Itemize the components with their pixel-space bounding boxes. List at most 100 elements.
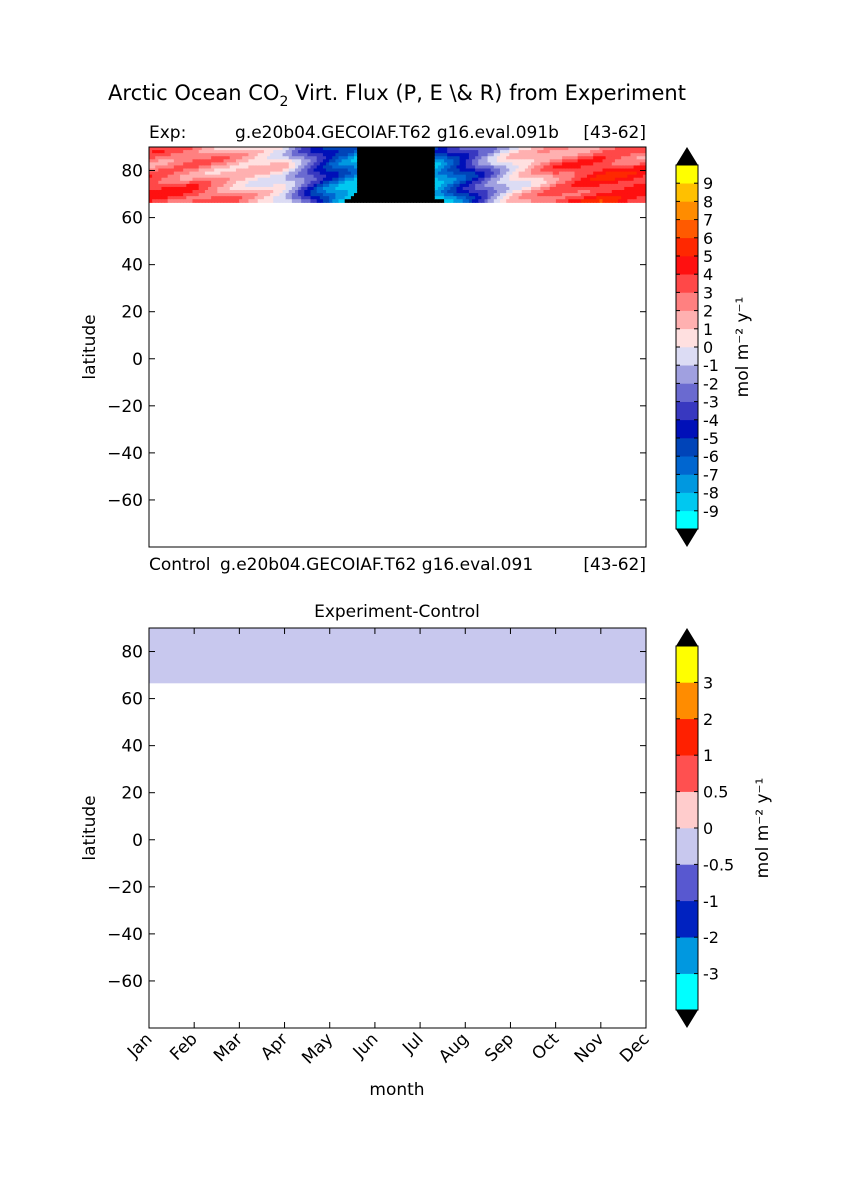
contour-cell: [633, 147, 638, 151]
contour-cell: [397, 199, 402, 203]
contour-cell: [596, 156, 601, 160]
contour-cell: [434, 147, 439, 151]
contour-cell: [618, 196, 622, 200]
contour-cell: [428, 199, 433, 203]
contour-cell: [366, 193, 371, 197]
contour-cell: [583, 150, 588, 154]
contour-cell: [267, 165, 271, 170]
contour-cell: [577, 162, 582, 167]
contour-cell: [307, 165, 312, 170]
contour-cell: [602, 183, 607, 188]
contour-cell: [201, 165, 206, 170]
contour-cell: [335, 153, 340, 157]
contour-cell: [161, 150, 166, 154]
contour-cell: [642, 165, 646, 170]
contour-cell: [344, 150, 349, 154]
top-colorbar-label: -4: [703, 411, 719, 430]
contour-cell: [590, 153, 594, 157]
contour-cell: [301, 150, 305, 154]
contour-cell: [621, 153, 625, 157]
contour-cell: [388, 190, 392, 194]
bottom-plot-frame: [148, 627, 647, 1029]
contour-cell: [170, 168, 175, 173]
contour-cell: [164, 153, 169, 157]
contour-cell: [503, 168, 507, 173]
contour-cell: [549, 196, 554, 200]
contour-cell: [590, 162, 594, 167]
contour-cell: [568, 177, 573, 182]
contour-cell: [223, 171, 228, 176]
bottom-colorbar-swatch: [676, 900, 698, 938]
contour-cell: [509, 168, 514, 173]
contour-cell: [254, 159, 259, 163]
contour-cell: [509, 156, 514, 160]
contour-cell: [223, 196, 228, 200]
contour-cell: [245, 159, 249, 163]
contour-cell: [313, 180, 318, 185]
contour-cell: [369, 186, 374, 191]
contour-cell: [335, 190, 340, 194]
contour-cell: [198, 180, 203, 185]
contour-cell: [332, 190, 336, 194]
contour-cell: [388, 174, 392, 179]
contour-cell: [152, 177, 156, 182]
contour-cell: [605, 162, 610, 167]
contour-cell: [189, 162, 194, 167]
contour-cell: [602, 168, 607, 173]
contour-cell: [354, 174, 358, 179]
contour-cell: [220, 162, 225, 167]
contour-cell: [413, 171, 417, 176]
contour-cell: [201, 196, 206, 200]
contour-cell: [211, 156, 215, 160]
contour-cell: [267, 180, 271, 185]
contour-cell: [400, 153, 405, 157]
contour-cell: [285, 168, 290, 173]
contour-cell: [220, 190, 225, 194]
contour-cell: [381, 177, 386, 182]
contour-cell: [531, 165, 535, 170]
contour-cell: [155, 196, 159, 200]
contour-cell: [431, 186, 436, 191]
contour-cell: [633, 153, 638, 157]
contour-cell: [198, 156, 203, 160]
contour-cell: [590, 168, 594, 173]
contour-cell: [636, 190, 641, 194]
contour-cell: [263, 156, 268, 160]
contour-cell: [425, 193, 430, 197]
contour-cell: [425, 162, 430, 167]
contour-cell: [487, 168, 492, 173]
contour-cell: [322, 153, 327, 157]
contour-cell: [577, 183, 582, 188]
contour-cell: [431, 177, 436, 182]
contour-cell: [549, 168, 554, 173]
contour-cell: [235, 196, 240, 200]
contour-cell: [481, 168, 486, 173]
contour-cell: [596, 171, 601, 176]
contour-cell: [459, 177, 464, 182]
contour-cell: [397, 174, 402, 179]
contour-cell: [468, 177, 473, 182]
contour-cell: [555, 162, 560, 167]
contour-cell: [285, 190, 290, 194]
contour-cell: [540, 180, 545, 185]
contour-cell: [285, 171, 290, 176]
contour-cell: [422, 196, 427, 200]
contour-cell: [642, 159, 646, 163]
contour-cell: [173, 168, 178, 173]
contour-cell: [534, 159, 538, 163]
contour-cell: [329, 177, 333, 182]
contour-cell: [245, 190, 249, 194]
contour-cell: [503, 150, 507, 154]
contour-cell: [639, 180, 644, 185]
contour-cell: [555, 180, 560, 185]
bottom-ytick-label: −20: [107, 878, 143, 898]
contour-cell: [158, 183, 163, 188]
contour-cell: [468, 180, 473, 185]
contour-cell: [378, 159, 383, 163]
contour-cell: [326, 171, 330, 176]
contour-cell: [220, 199, 225, 203]
contour-cell: [453, 180, 458, 185]
contour-cell: [440, 168, 445, 173]
contour-cell: [164, 193, 169, 197]
